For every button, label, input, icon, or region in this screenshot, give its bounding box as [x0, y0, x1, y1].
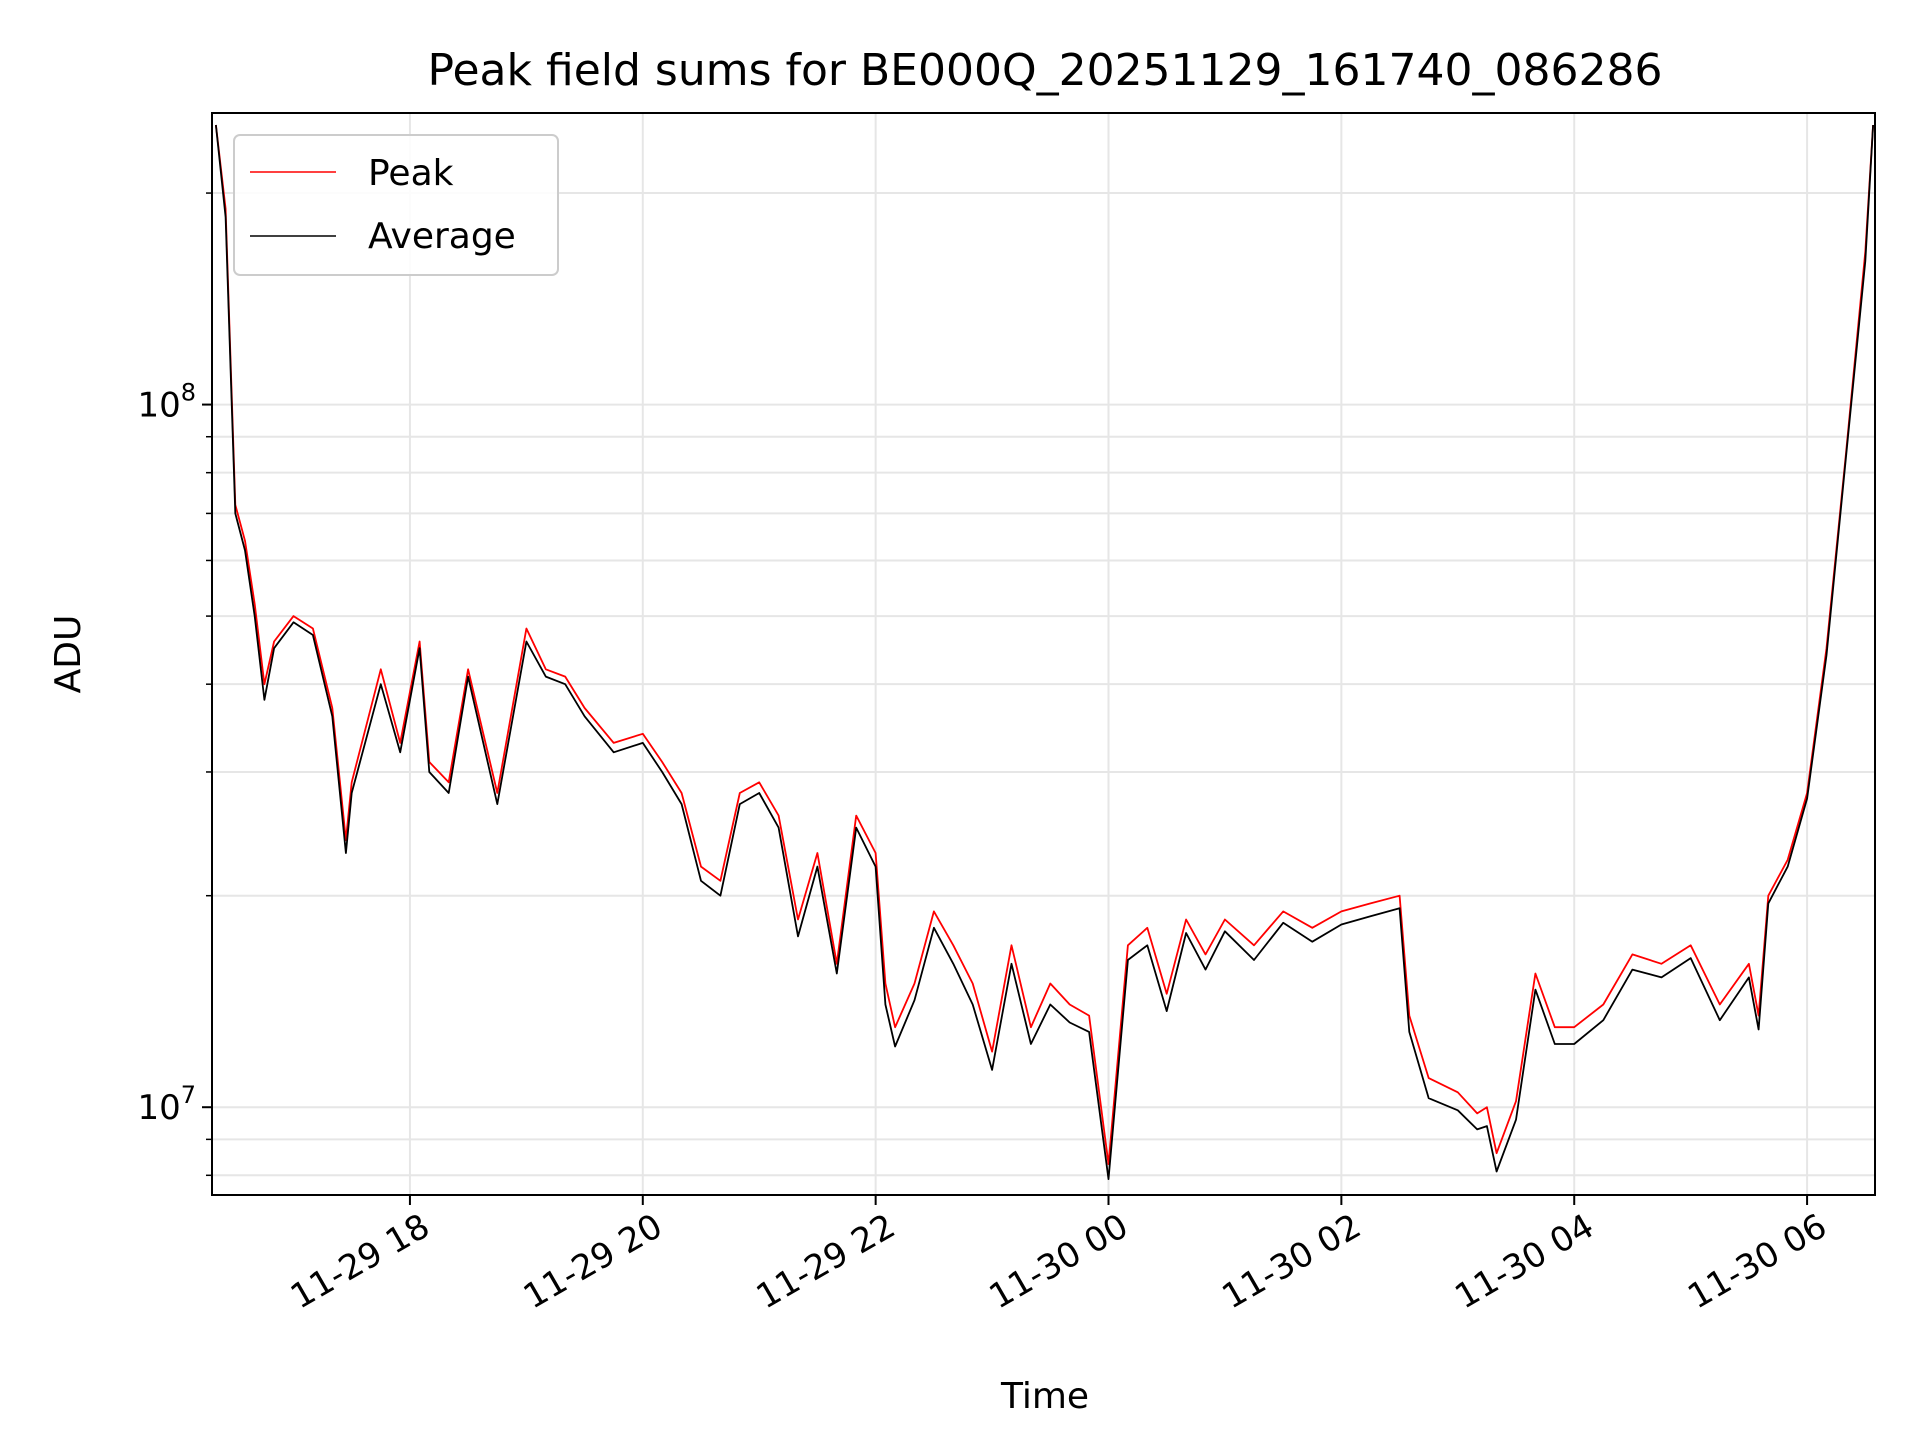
- y-tick-label: 108: [137, 379, 196, 426]
- legend-box: [233, 134, 559, 276]
- x-axis-label: Time: [1000, 1376, 1089, 1417]
- y-axis: 107 108: [137, 192, 212, 1177]
- plot-series: [215, 124, 1874, 1180]
- y-axis-label: ADU: [48, 615, 89, 694]
- legend-peak-label: Peak: [368, 153, 454, 194]
- legend: Peak Average: [233, 134, 559, 276]
- legend-average-label: Average: [368, 216, 516, 257]
- y-tick-label: 107: [137, 1081, 196, 1128]
- plot-frame: [211, 112, 1876, 1196]
- grid: [212, 113, 1875, 1195]
- chart-title: Peak field sums for BE000Q_20251129_1617…: [428, 45, 1663, 96]
- series-line-average: [215, 124, 1874, 1180]
